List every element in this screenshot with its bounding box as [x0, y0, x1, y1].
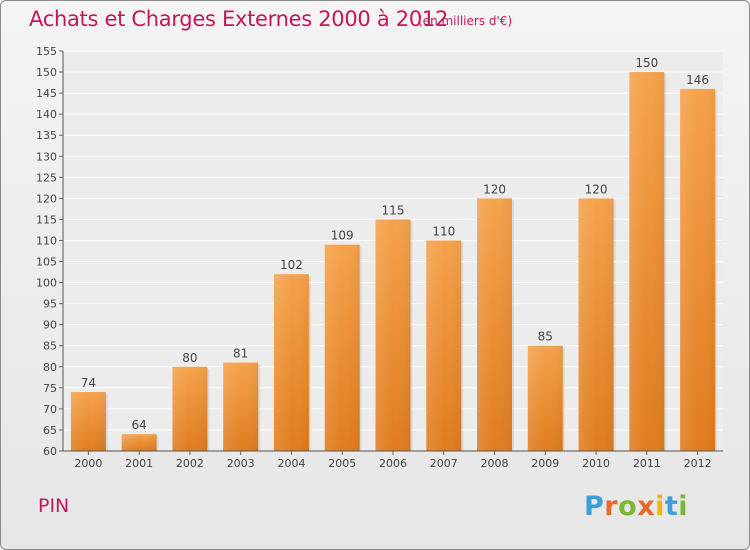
y-tick-label: 75	[43, 382, 57, 395]
bar-highlight	[629, 72, 665, 451]
y-tick-label: 60	[43, 445, 57, 458]
bar-highlight	[121, 434, 157, 451]
y-tick-label: 100	[36, 277, 57, 290]
data-label: 109	[331, 229, 354, 243]
bar-highlight	[172, 366, 208, 451]
bar-highlight	[477, 198, 513, 451]
bar-highlight	[70, 392, 106, 451]
commune-name: PIN	[38, 495, 70, 517]
logo-letter: r	[604, 491, 619, 522]
bar-highlight	[324, 244, 360, 451]
x-tick-label: 2009	[531, 457, 559, 470]
logo-letter: i	[678, 491, 689, 522]
y-tick-label: 155	[36, 45, 57, 58]
y-tick-label: 80	[43, 361, 57, 374]
x-tick-label: 2011	[633, 457, 661, 470]
x-tick-label: 2010	[582, 457, 610, 470]
x-tick-label: 2012	[684, 457, 712, 470]
y-tick-label: 140	[36, 108, 57, 121]
bar-highlight	[223, 362, 259, 451]
x-tick-label: 2002	[176, 457, 204, 470]
y-tick-label: 85	[43, 340, 57, 353]
bar-highlight	[680, 88, 716, 451]
data-label: 74	[81, 376, 96, 390]
y-tick-label: 105	[36, 256, 57, 269]
y-tick-label: 150	[36, 66, 57, 79]
bar-highlight	[375, 219, 411, 451]
y-tick-label: 145	[36, 87, 57, 100]
x-tick-label: 2003	[227, 457, 255, 470]
x-tick-label: 2000	[74, 457, 102, 470]
data-label: 120	[585, 182, 608, 196]
y-tick-label: 65	[43, 424, 57, 437]
x-tick-label: 2006	[379, 457, 407, 470]
bar-highlight	[578, 198, 614, 451]
y-tick-label: 90	[43, 319, 57, 332]
data-label: 110	[432, 224, 455, 238]
bar-highlight	[273, 274, 309, 451]
chart-title: Achats et Charges Externes 2000 à 2012	[29, 7, 449, 31]
x-tick-label: 2008	[481, 457, 509, 470]
y-tick-label: 120	[36, 192, 57, 205]
proxiti-logo: Proxiti	[584, 491, 688, 522]
logo-letter: o	[618, 491, 638, 522]
y-tick-label: 130	[36, 150, 57, 163]
data-label: 64	[132, 418, 147, 432]
y-tick-label: 110	[36, 234, 57, 247]
logo-letter: t	[664, 491, 679, 522]
chart-unit-note: (en milliers d'€)	[418, 14, 513, 28]
data-label: 81	[233, 347, 248, 361]
logo-letter: x	[637, 491, 656, 522]
data-label: 102	[280, 258, 303, 272]
bar-highlight	[527, 345, 563, 451]
logo-letter: i	[655, 491, 665, 522]
y-tick-label: 135	[36, 129, 57, 142]
x-tick-label: 2007	[430, 457, 458, 470]
bar-highlight	[426, 240, 462, 451]
data-label: 146	[686, 73, 709, 87]
y-tick-label: 95	[43, 298, 57, 311]
x-tick-label: 2001	[125, 457, 153, 470]
data-label: 115	[382, 203, 405, 217]
x-tick-label: 2004	[277, 457, 305, 470]
logo-letter: P	[584, 491, 605, 522]
data-label: 150	[635, 56, 658, 70]
y-tick-label: 125	[36, 171, 57, 184]
x-tick-label: 2005	[328, 457, 356, 470]
data-label: 120	[483, 182, 506, 196]
data-label: 85	[538, 330, 553, 344]
y-tick-label: 115	[36, 213, 57, 226]
data-label: 80	[182, 351, 197, 365]
y-tick-label: 70	[43, 403, 57, 416]
